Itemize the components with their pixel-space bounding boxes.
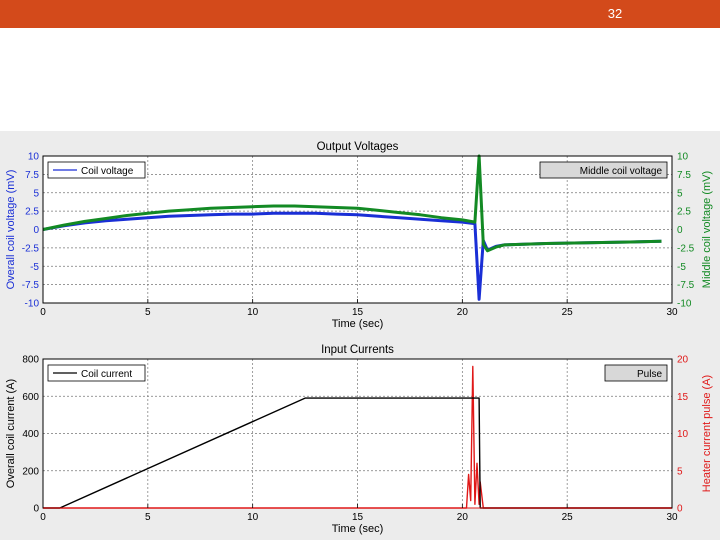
input-currents-chart: 0 5 10 15 20 25 30 800 600 400 200 0 20 15 10 5 0 Input C… (5, 344, 713, 535)
output-voltages-legend-left: Coil voltage (47, 161, 146, 179)
output-voltages-xlabel: Time (sec) (332, 318, 384, 330)
output-voltages-ytick-left-label: -10 (25, 299, 40, 310)
input-currents-ytick-left-label: 200 (22, 466, 39, 477)
output-voltages-ytick-left-label: 0 (33, 225, 39, 236)
input-currents-xtick-label: 10 (247, 512, 259, 523)
input-currents-ytick-right-label: 20 (677, 355, 689, 366)
input-currents-ytick-right-label: 15 (677, 392, 689, 403)
output-voltages-chart: 0 5 10 15 20 25 30 10 7.5 5 2.5 0 -2.5 -5 -7.5 -10 10 7.5… (5, 141, 713, 330)
output-voltages-xtick-label: 10 (247, 307, 259, 318)
input-currents-xtick-label: 25 (562, 512, 574, 523)
input-currents-legend-left-box (47, 364, 146, 382)
output-voltages-ylabel-left: Overall coil voltage (mV) (5, 170, 17, 290)
input-currents-ytick-left-label: 800 (22, 355, 39, 366)
output-voltages-ytick-right-label: 2.5 (677, 207, 691, 218)
output-voltages-ytick-left-label: -7.5 (22, 280, 40, 291)
output-voltages-xtick-label: 5 (145, 307, 151, 318)
input-currents-ylabel-left: Overall coil current (A) (5, 379, 17, 488)
input-currents-legend-right-box (604, 364, 668, 382)
input-currents-xtick-label: 30 (666, 512, 678, 523)
input-currents-ytick-left-label: 400 (22, 429, 39, 440)
output-voltages-xtick-label: 20 (457, 307, 469, 318)
output-voltages-ytick-left-label: -5 (30, 262, 39, 273)
input-currents-ytick-left-label: 0 (33, 504, 39, 515)
output-voltages-ytick-left-label: 5 (33, 188, 39, 199)
figure-panel: 0 5 10 15 20 25 30 10 7.5 5 2.5 0 -2.5 -5 -7.5 -10 10 7.5… (0, 131, 720, 540)
output-voltages-ylabel-right: Middle coil voltage (mV) (701, 171, 713, 288)
input-currents-series-right (43, 365, 672, 509)
output-voltages-xtick-label: 30 (666, 307, 678, 318)
input-currents-ytick-right-label: 10 (677, 429, 689, 440)
slide-number: 32 (607, 6, 623, 21)
output-voltages-ytick-right-label: -7.5 (677, 280, 695, 291)
output-voltages-xtick-label: 15 (352, 307, 364, 318)
output-voltages-ytick-right-label: 5 (677, 188, 683, 199)
output-voltages-xtick-label: 0 (40, 307, 46, 318)
input-currents-ytick-right-label: 0 (677, 504, 683, 515)
input-currents-legend-left: Coil current (47, 364, 146, 382)
input-currents-ytick-left-label: 600 (22, 392, 39, 403)
output-voltages-ytick-right-label: 10 (677, 152, 689, 163)
charts-svg: 0 5 10 15 20 25 30 10 7.5 5 2.5 0 -2.5 -5 -7.5 -10 10 7.5… (5, 141, 713, 535)
input-currents-xlabel: Time (sec) (332, 523, 384, 535)
output-voltages-series-right (42, 154, 662, 253)
output-voltages-legend-left-box (47, 161, 146, 179)
output-voltages-legend-right-label: Middle coil voltage (580, 166, 663, 177)
input-currents-xtick-label: 15 (352, 512, 364, 523)
output-voltages-ytick-right-label: 0 (677, 225, 683, 236)
output-voltages-ytick-left-label: 7.5 (25, 170, 39, 181)
output-voltages-legend-right: Middle coil voltage (539, 161, 668, 179)
input-currents-ylabel-right: Heater current pulse (A) (701, 375, 713, 492)
output-voltages-ytick-left-label: -2.5 (22, 243, 40, 254)
output-voltages-ytick-right-label: -10 (677, 299, 692, 310)
output-voltages-ytick-left-label: 2.5 (25, 207, 39, 218)
output-voltages-title: Output Voltages (317, 141, 399, 153)
output-voltages-ytick-right-label: -2.5 (677, 243, 695, 254)
input-currents-legend-right: Pulse (604, 364, 668, 382)
output-voltages-ytick-left-label: 10 (28, 152, 40, 163)
output-voltages-legend-left-label: Coil voltage (81, 166, 134, 177)
output-voltages-ytick-right-label: 7.5 (677, 170, 691, 181)
input-currents-xtick-label: 0 (40, 512, 46, 523)
slide-header-bar: 32 (0, 0, 720, 28)
input-currents-xtick-label: 5 (145, 512, 151, 523)
output-voltages-xtick-label: 25 (562, 307, 574, 318)
input-currents-title: Input Currents (321, 344, 394, 356)
input-currents-ytick-right-label: 5 (677, 466, 683, 477)
output-voltages-ytick-right-label: -5 (677, 262, 686, 273)
input-currents-legend-right-label: Pulse (637, 369, 662, 380)
input-currents-legend-left-label: Coil current (81, 369, 132, 380)
input-currents-xtick-label: 20 (457, 512, 469, 523)
output-voltages-legend-right-box (539, 161, 668, 179)
